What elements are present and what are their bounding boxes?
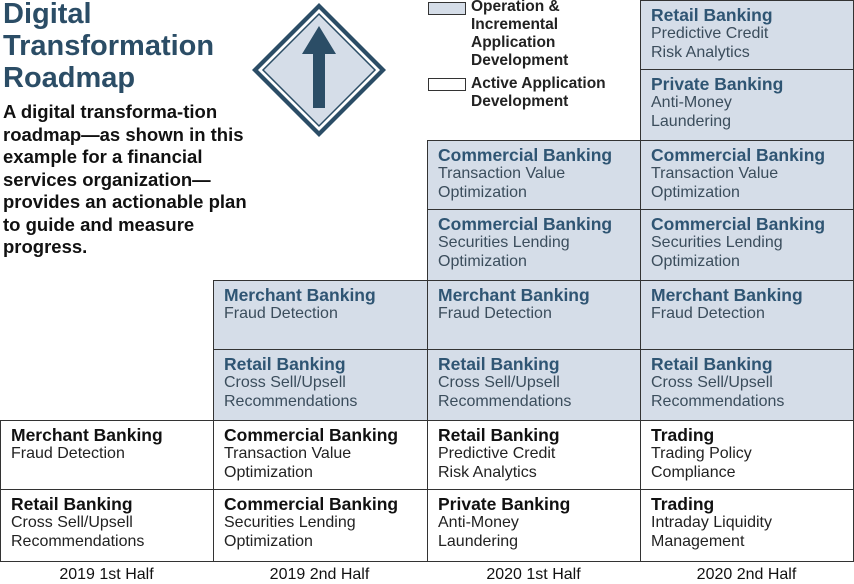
- roadmap-cell: Merchant Banking Fraud Detection: [427, 280, 641, 350]
- roadmap-cell: Trading Trading Policy Compliance: [640, 420, 854, 490]
- roadmap-cell: Commercial Banking Securities Lending Op…: [640, 209, 854, 281]
- roadmap-cell: Commercial Banking Securities Lending Op…: [427, 209, 641, 281]
- cell-heading: Commercial Banking: [224, 425, 399, 445]
- cell-heading: Retail Banking: [438, 354, 560, 374]
- cell-subtitle: Cross Sell/Upsell Recommendations: [651, 374, 785, 410]
- cell-subtitle: Fraud Detection: [438, 305, 552, 322]
- cell-subtitle: Cross Sell/Upsell Recommendations: [11, 514, 145, 550]
- roadmap-cell: Retail Banking Cross Sell/Upsell Recomme…: [0, 489, 214, 562]
- cell-subtitle: Anti-Money Laundering: [438, 514, 519, 550]
- cell-heading: Merchant Banking: [651, 285, 803, 305]
- column-label: 2020 2nd Half: [696, 566, 797, 583]
- roadmap-cell: Retail Banking Predictive Credit Risk An…: [640, 0, 854, 70]
- cell-heading: Retail Banking: [651, 354, 773, 374]
- cell-heading: Retail Banking: [651, 5, 773, 25]
- legend-label-operation: Operation & Incremental Application Deve…: [471, 0, 569, 69]
- roadmap-cell: Trading Intraday Liquidity Management: [640, 489, 854, 562]
- description-text: A digital transforma-tion roadmap—as sho…: [3, 101, 247, 257]
- roadmap-cell: Private Banking Anti-Money Laundering: [427, 489, 641, 562]
- cell-subtitle: Anti-Money Laundering: [651, 94, 732, 130]
- cell-heading: Merchant Banking: [11, 425, 163, 445]
- cell-subtitle: Fraud Detection: [224, 305, 338, 322]
- cell-subtitle: Securities Lending Optimization: [651, 234, 783, 270]
- roadmap-cell: Merchant Banking Fraud Detection: [0, 420, 214, 490]
- cell-heading: Commercial Banking: [651, 214, 826, 234]
- legend-swatch-development: [428, 78, 466, 91]
- column-label: 2019 1st Half: [59, 566, 154, 583]
- roadmap-cell: Commercial Banking Securities Lending Op…: [213, 489, 428, 562]
- legend-swatch-operation: [428, 2, 466, 15]
- cell-heading: Commercial Banking: [438, 214, 613, 234]
- roadmap-cell: Commercial Banking Transaction Value Opt…: [640, 140, 854, 210]
- cell-subtitle: Transaction Value Optimization: [438, 165, 566, 201]
- cell-heading: Commercial Banking: [438, 145, 613, 165]
- cell-subtitle: Securities Lending Optimization: [438, 234, 570, 270]
- column-label: 2019 2nd Half: [269, 566, 370, 583]
- roadmap-cell: Retail Banking Cross Sell/Upsell Recomme…: [640, 349, 854, 421]
- cell-heading: Retail Banking: [11, 494, 133, 514]
- roadmap-cell: Commercial Banking Transaction Value Opt…: [427, 140, 641, 210]
- legend: Operation & Incremental Application Deve…: [426, 0, 640, 134]
- cell-heading: Trading: [651, 425, 715, 445]
- roadmap-cell: Retail Banking Cross Sell/Upsell Recomme…: [427, 349, 641, 421]
- roadmap-cell: Commercial Banking Transaction Value Opt…: [213, 420, 428, 490]
- cell-heading: Private Banking: [438, 494, 571, 514]
- cell-subtitle: Intraday Liquidity Management: [651, 514, 772, 550]
- cell-heading: Retail Banking: [438, 425, 560, 445]
- cell-subtitle: Securities Lending Optimization: [224, 514, 356, 550]
- cell-subtitle: Fraud Detection: [651, 305, 765, 322]
- cell-subtitle: Cross Sell/Upsell Recommendations: [224, 374, 358, 410]
- cell-subtitle: Predictive Credit Risk Analytics: [438, 445, 556, 481]
- cell-heading: Private Banking: [651, 74, 784, 94]
- page-title: Digital Transformation Roadmap: [3, 0, 215, 94]
- cell-subtitle: Fraud Detection: [11, 445, 125, 462]
- roadmap-cell: Retail Banking Cross Sell/Upsell Recomme…: [213, 349, 428, 421]
- cell-heading: Merchant Banking: [224, 285, 376, 305]
- cell-subtitle: Trading Policy Compliance: [651, 445, 752, 481]
- cell-subtitle: Cross Sell/Upsell Recommendations: [438, 374, 572, 410]
- roadmap-cell: Merchant Banking Fraud Detection: [640, 280, 854, 350]
- column-label: 2020 1st Half: [486, 566, 581, 583]
- cell-heading: Commercial Banking: [651, 145, 826, 165]
- up-arrow-sign-icon: [252, 3, 386, 137]
- cell-subtitle: Predictive Credit Risk Analytics: [651, 25, 769, 61]
- cell-heading: Merchant Banking: [438, 285, 590, 305]
- roadmap-cell: Private Banking Anti-Money Laundering: [640, 69, 854, 141]
- cell-heading: Commercial Banking: [224, 494, 399, 514]
- cell-heading: Trading: [651, 494, 715, 514]
- cell-subtitle: Transaction Value Optimization: [651, 165, 779, 201]
- roadmap-cell: Merchant Banking Fraud Detection: [213, 280, 428, 350]
- cell-heading: Retail Banking: [224, 354, 346, 374]
- roadmap-cell: Retail Banking Predictive Credit Risk An…: [427, 420, 641, 490]
- legend-label-development: Active Application Development: [471, 75, 606, 110]
- cell-subtitle: Transaction Value Optimization: [224, 445, 352, 481]
